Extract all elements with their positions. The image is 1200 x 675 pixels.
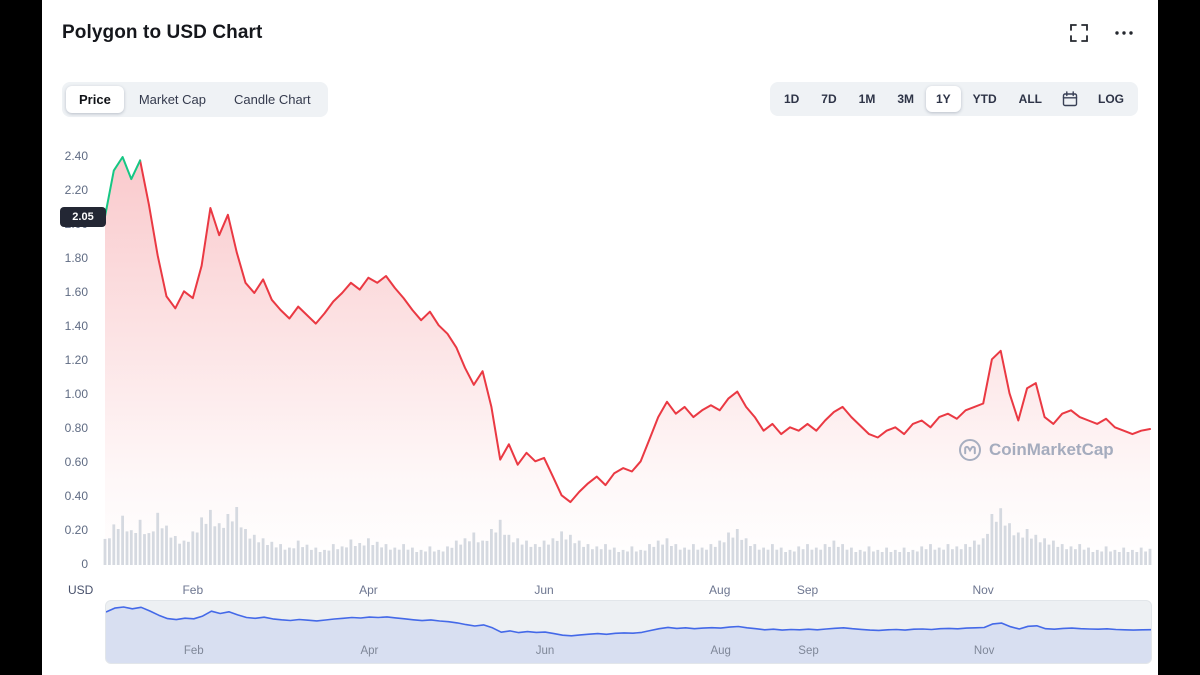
x-axis: USD Feb Apr Jun Aug Sep Nov <box>42 580 1158 602</box>
x-axis-label: Feb <box>182 583 204 597</box>
x-axis-label: Jun <box>534 583 554 597</box>
range-all-button[interactable]: ALL <box>1009 86 1052 112</box>
range-navigator[interactable]: Feb Apr Jun Aug Sep Nov <box>105 600 1152 664</box>
range-ytd-button[interactable]: YTD <box>963 86 1007 112</box>
range-1y-button[interactable]: 1Y <box>925 86 961 112</box>
price-line-start-segment <box>104 156 142 218</box>
chart-toolbar: Price Market Cap Candle Chart 1D 7D 1M 3… <box>62 82 1138 117</box>
log-scale-toggle[interactable]: LOG <box>1088 86 1134 112</box>
range-1m-button[interactable]: 1M <box>849 86 886 112</box>
range-3m-button[interactable]: 3M <box>887 86 924 112</box>
range-1d-button[interactable]: 1D <box>774 86 809 112</box>
calendar-icon[interactable] <box>1054 87 1086 111</box>
current-price-badge: 2.05 <box>60 206 106 227</box>
volume-bars <box>103 507 1152 565</box>
price-chart[interactable] <box>42 140 1158 565</box>
chart-header: Polygon to USD Chart <box>62 22 1134 44</box>
fullscreen-icon[interactable] <box>1070 24 1088 42</box>
chart-type-tabs: Price Market Cap Candle Chart <box>62 82 328 117</box>
time-range-buttons: 1D 7D 1M 3M 1Y YTD ALL LOG <box>769 82 1138 116</box>
more-options-icon[interactable] <box>1114 30 1134 36</box>
x-axis-label: Apr <box>359 583 378 597</box>
page-title: Polygon to USD Chart <box>62 22 263 43</box>
x-axis-label: Sep <box>796 583 819 597</box>
range-7d-button[interactable]: 7D <box>811 86 846 112</box>
tab-candle-chart[interactable]: Candle Chart <box>221 86 324 113</box>
tab-price[interactable]: Price <box>66 86 124 113</box>
currency-label: USD <box>68 583 94 597</box>
tab-market-cap[interactable]: Market Cap <box>126 86 219 113</box>
price-area-fill <box>105 157 1150 565</box>
x-axis-label: Aug <box>709 583 731 597</box>
navigator-line <box>106 606 1151 637</box>
price-line <box>139 159 1151 504</box>
navigator-area-fill <box>106 607 1151 663</box>
chart-panel: Polygon to USD Chart Price Market Cap Ca… <box>42 0 1158 675</box>
header-icons <box>1070 24 1134 42</box>
navigator-chart[interactable] <box>106 601 1151 663</box>
x-axis-label: Nov <box>972 583 994 597</box>
